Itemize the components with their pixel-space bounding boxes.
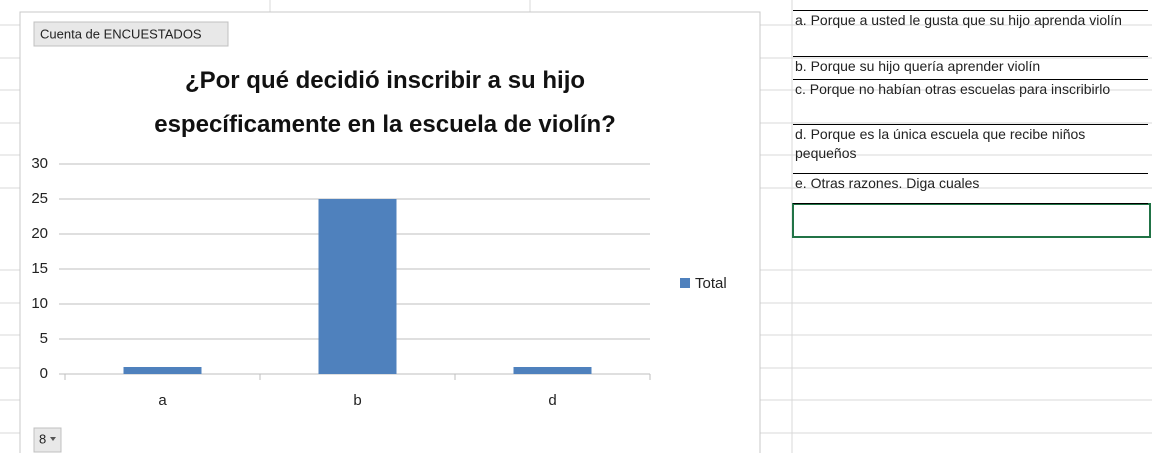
dropdown-arrow: [50, 437, 56, 441]
y-tick-label: 25: [31, 190, 48, 207]
filter-button[interactable]: [33, 427, 62, 453]
pivot-field-button[interactable]: [33, 21, 229, 47]
chart-title: ¿Por qué decidió inscribir a su hijo espe…: [154, 67, 616, 138]
filter-label: 8: [39, 431, 46, 446]
y-tick-label: 10: [31, 295, 48, 312]
y-tick-label: 15: [31, 260, 48, 277]
cell[interactable]: c. Porque no habían otras escuelas para …: [793, 80, 1148, 125]
bar: [123, 367, 202, 374]
pivot-field-label: Cuenta de ENCUESTADOS: [40, 26, 202, 41]
y-tick-label: 0: [40, 365, 48, 382]
cell[interactable]: a. Porque a usted le gusta que su hijo a…: [793, 10, 1148, 57]
bar: [318, 199, 397, 374]
y-tick-label: 30: [31, 155, 48, 172]
legend-label: Total: [695, 275, 727, 292]
x-tick-label: b: [353, 392, 361, 409]
y-tick-label: 20: [31, 225, 48, 242]
x-tick-label: d: [548, 392, 556, 409]
x-tick-label: a: [158, 392, 167, 409]
legend-swatch: [680, 278, 690, 288]
bar: [513, 367, 592, 374]
selected-cell[interactable]: [792, 203, 1151, 238]
cell[interactable]: e. Otras razones. Diga cuales: [793, 174, 1148, 204]
cell[interactable]: b. Porque su hijo quería aprender violín: [793, 57, 1148, 80]
y-tick-label: 5: [40, 330, 48, 347]
cell[interactable]: d. Porque es la única escuela que recibe…: [793, 125, 1148, 174]
